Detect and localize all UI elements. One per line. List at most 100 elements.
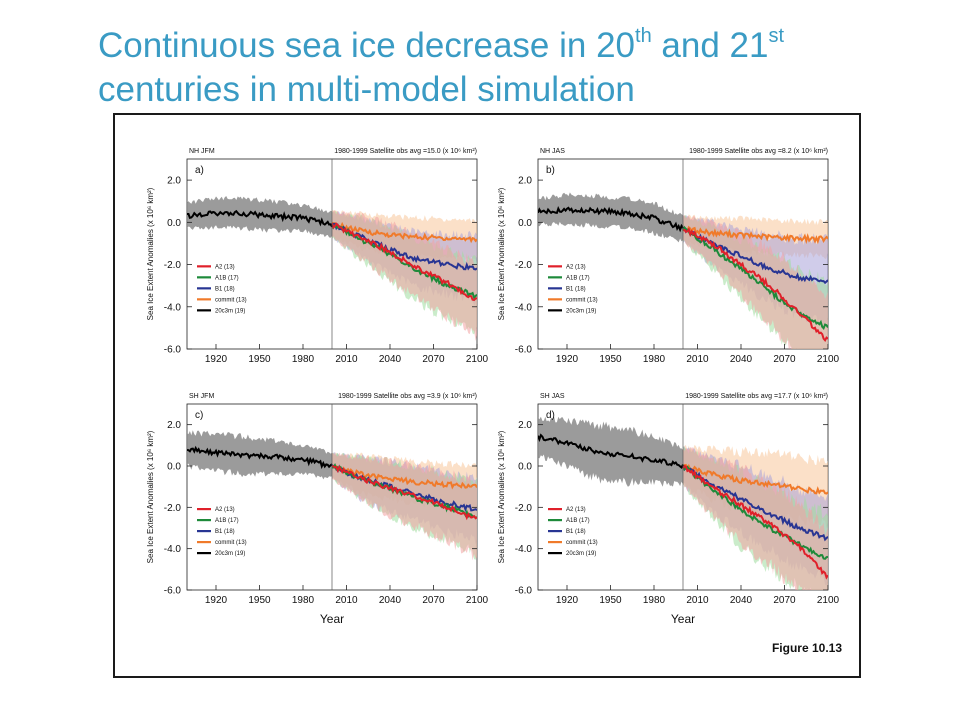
series-line-commit [682, 225, 828, 245]
y-axis-label: Sea Ice Extent Anomalies (x 10⁶ km²) [146, 430, 155, 563]
chart-panel-4: 2.0 0.0 -2.0 -4.0 -6.0 1920 1950 1980 2010 2040 20… [497, 393, 840, 626]
series-line-a1b [682, 225, 828, 331]
series-line-a2 [331, 465, 477, 521]
series-line-20c3m [538, 205, 684, 233]
panel-region-label: NH JAS [540, 148, 565, 155]
series-line-20c3m [538, 433, 684, 470]
y-tick-label: -6.0 [164, 345, 182, 356]
legend-label: commit (13) [215, 297, 247, 303]
legend-label: A1B (17) [215, 518, 239, 524]
panel-region-label: SH JFM [189, 393, 214, 400]
y-tick-label: 0.0 [167, 462, 181, 473]
legend-label: A1B (17) [215, 275, 239, 281]
band-20c3m [538, 192, 683, 243]
x-tick-label: 2040 [379, 595, 402, 606]
plot-content [538, 416, 828, 590]
legend-label: 20c3m (19) [215, 308, 245, 314]
band-20c3m [538, 416, 683, 487]
slide-title: Continuous sea ice decrease in 20th and … [98, 24, 898, 112]
figure-frame: Figure 10.13 2.0 0.0 -2.0 -4.0 -6.0 1920 1950 1… [113, 113, 861, 678]
y-tick-label: -4.0 [515, 302, 533, 313]
panel-obs-note: 1980-1999 Satellite obs avg =15.0 (x 10⁶… [334, 148, 477, 155]
y-tick-label: 2.0 [167, 176, 181, 187]
x-axis-label: Year [671, 612, 695, 626]
series-line-20c3m [187, 445, 333, 470]
y-tick-label: -6.0 [515, 586, 533, 597]
chart-panel-2: 2.0 0.0 -2.0 -4.0 -6.0 1920 1950 1980 2010 2040 20… [497, 148, 840, 365]
panel-region-label: NH JFM [189, 148, 215, 155]
y-tick-label: -6.0 [515, 345, 533, 356]
legend-label: 20c3m (19) [566, 551, 596, 557]
series-line-commit [331, 221, 477, 244]
x-tick-label: 2070 [422, 354, 445, 365]
panel-obs-note: 1980-1999 Satellite obs avg =17.7 (x 10⁶… [685, 393, 828, 400]
series-line-commit [331, 464, 477, 490]
panel-letter: d) [546, 410, 555, 421]
x-tick-label: 2100 [817, 595, 840, 606]
band-a2 [683, 215, 828, 349]
panel-letter: c) [195, 410, 203, 421]
y-tick-label: -4.0 [164, 302, 182, 313]
x-tick-label: 2070 [422, 595, 445, 606]
x-axis-label: Year [320, 612, 344, 626]
series-line-commit [682, 463, 828, 495]
x-tick-label: 1920 [205, 595, 228, 606]
x-tick-label: 1980 [643, 354, 666, 365]
legend-label: commit (13) [215, 540, 247, 546]
legend-label: 20c3m (19) [566, 308, 596, 314]
y-tick-label: -2.0 [164, 503, 182, 514]
legend-label: A1B (17) [566, 275, 590, 281]
x-tick-label: 1950 [248, 595, 271, 606]
legend-label: A2 (13) [215, 507, 235, 513]
series-line-a2 [331, 222, 477, 302]
x-tick-label: 1920 [205, 354, 228, 365]
title-sup-st: st [768, 25, 785, 47]
panel-letter: b) [546, 165, 555, 176]
x-tick-label: 2100 [466, 354, 489, 365]
x-tick-label: 1950 [248, 354, 271, 365]
panel-region-label: SH JAS [540, 393, 565, 400]
y-axis-label: Sea Ice Extent Anomalies (x 10⁶ km²) [146, 187, 155, 320]
series-line-20c3m [187, 209, 333, 228]
x-tick-label: 1950 [599, 354, 622, 365]
panel-obs-note: 1980-1999 Satellite obs avg =3.9 (x 10⁶ … [338, 393, 477, 400]
x-tick-label: 1950 [599, 595, 622, 606]
x-tick-label: 2010 [686, 595, 709, 606]
legend-label: A1B (17) [566, 518, 590, 524]
legend-label: B1 (18) [566, 529, 586, 535]
legend-label: commit (13) [566, 297, 598, 303]
x-tick-label: 2010 [686, 354, 709, 365]
y-axis-label: Sea Ice Extent Anomalies (x 10⁶ km²) [497, 430, 506, 563]
chart-panel-1: 2.0 0.0 -2.0 -4.0 -6.0 1920 1950 1980 2010 2040 20… [146, 148, 489, 365]
legend-label: B1 (18) [566, 286, 586, 292]
figure-svg: Figure 10.13 2.0 0.0 -2.0 -4.0 -6.0 1920 1950 1… [146, 148, 842, 655]
x-tick-label: 1980 [643, 595, 666, 606]
x-tick-label: 2010 [335, 595, 358, 606]
title-text-1: Continuous sea ice decrease in 20 [98, 26, 636, 65]
legend-label: A2 (13) [215, 264, 235, 270]
x-tick-label: 2040 [730, 595, 753, 606]
series-line-a1b [682, 464, 828, 560]
legend-label: 20c3m (19) [215, 551, 245, 557]
series-line-a1b [331, 223, 477, 300]
plot-content [538, 192, 828, 349]
y-axis-label: Sea Ice Extent Anomalies (x 10⁶ km²) [497, 187, 506, 320]
y-tick-label: -6.0 [164, 586, 182, 597]
series-line-b1 [682, 465, 828, 542]
legend-label: A2 (13) [566, 264, 586, 270]
x-tick-label: 1980 [292, 595, 315, 606]
y-tick-label: -2.0 [515, 260, 533, 271]
x-tick-label: 1980 [292, 354, 315, 365]
x-tick-label: 2100 [817, 354, 840, 365]
y-tick-label: 0.0 [167, 218, 181, 229]
series-line-a2 [683, 227, 828, 343]
legend-label: commit (13) [566, 540, 598, 546]
x-tick-label: 2040 [379, 354, 402, 365]
x-tick-label: 2010 [335, 354, 358, 365]
legend-label: A2 (13) [566, 507, 586, 513]
legend-label: B1 (18) [215, 529, 235, 535]
y-tick-label: 0.0 [518, 462, 532, 473]
band-20c3m [187, 196, 332, 238]
x-tick-label: 2070 [773, 595, 796, 606]
panel-letter: a) [195, 165, 204, 176]
